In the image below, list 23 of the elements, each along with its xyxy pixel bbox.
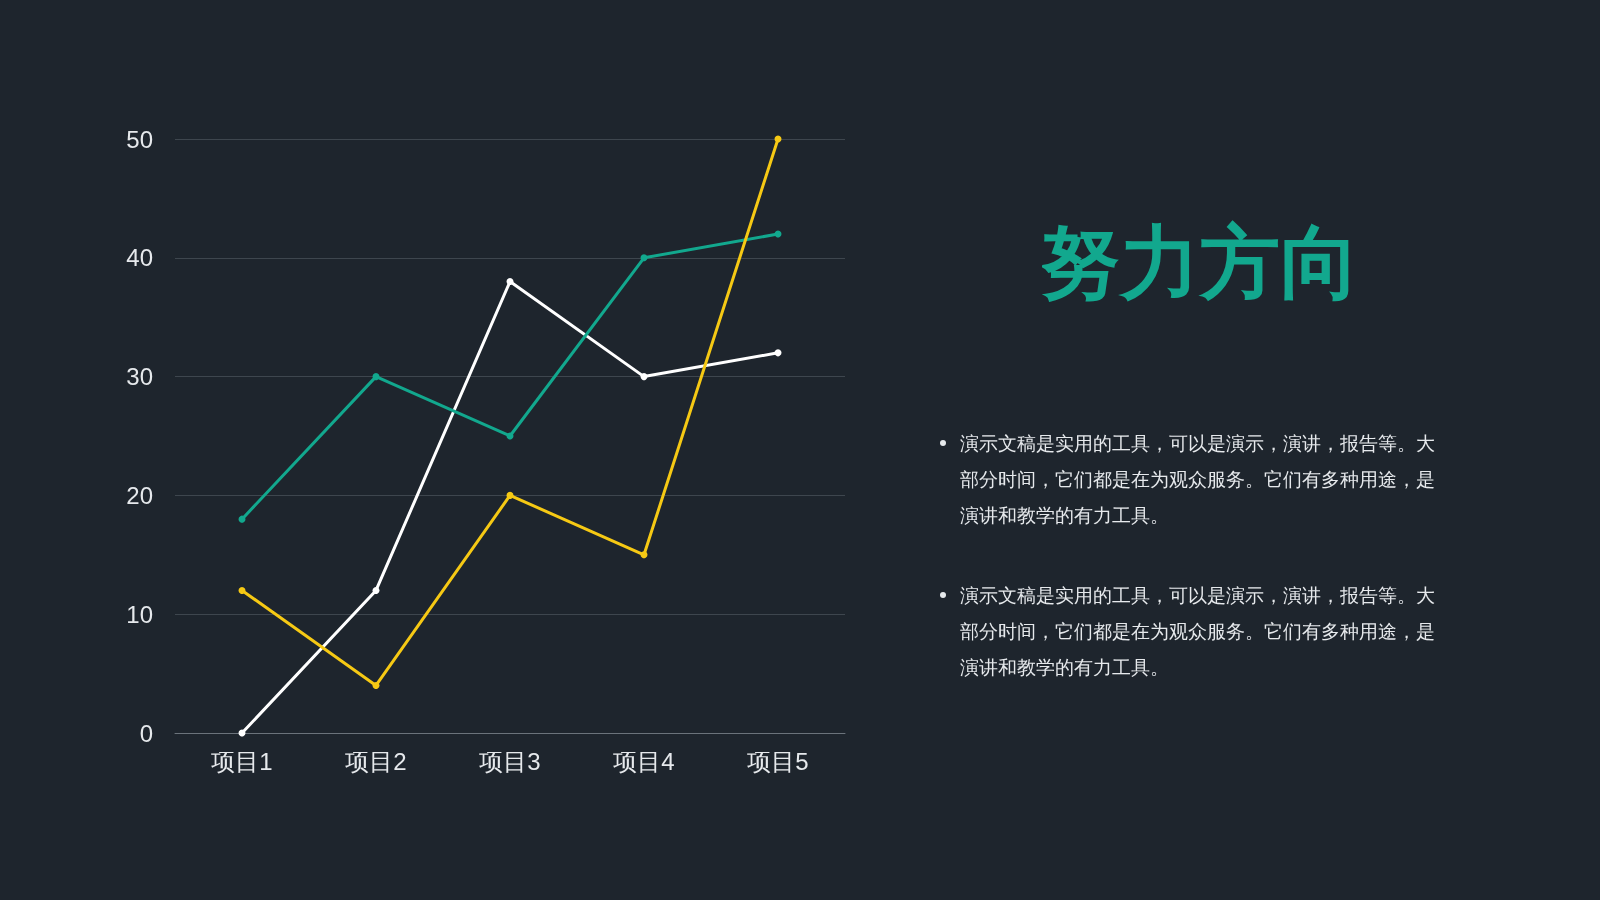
point (506, 491, 514, 499)
text: 努力方向 (1039, 215, 1361, 311)
x-tick-label: 项目1 (211, 747, 273, 775)
text: 演示文稿是实用的工具，可以是演示，演讲，报告等。大部分时间，它们都是在为观众服务。它们有多种用途，是演讲和教学的有力工具。 (960, 432, 1435, 526)
y-tick-label: 30 (126, 363, 153, 391)
point (238, 586, 246, 594)
y-tick-label: 0 (139, 719, 153, 747)
y-tick-label: 50 (126, 125, 153, 153)
point (640, 373, 648, 381)
point (372, 681, 380, 689)
point (372, 373, 380, 381)
point (372, 586, 380, 594)
y-tick-label: 20 (126, 481, 153, 509)
point (640, 254, 648, 262)
point (640, 551, 648, 559)
text: 演示文稿是实用的工具，可以是演示，演讲，报告等。大部分时间，它们都是在为观众服务。它们有多种用途，是演讲和教学的有力工具。 (960, 584, 1435, 678)
x-tick-label: 项目4 (613, 747, 675, 775)
y-tick-label: 10 (126, 600, 153, 628)
x-tick-label: 项目5 (747, 747, 809, 775)
x-tick-label: 项目2 (345, 747, 407, 775)
x-tick-label: 项目3 (479, 747, 541, 775)
y-tick-label: 40 (126, 244, 153, 272)
point (506, 278, 514, 286)
